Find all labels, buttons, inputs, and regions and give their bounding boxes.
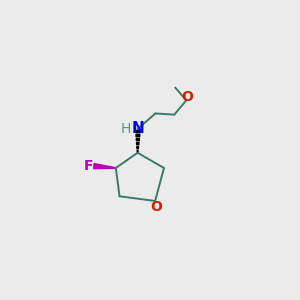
- Polygon shape: [94, 164, 116, 169]
- Polygon shape: [136, 138, 140, 141]
- Polygon shape: [137, 151, 138, 153]
- Text: O: O: [181, 90, 193, 104]
- Text: O: O: [150, 200, 162, 214]
- Text: N: N: [132, 121, 145, 136]
- Text: H: H: [121, 122, 131, 136]
- Text: F: F: [84, 159, 93, 173]
- Polygon shape: [137, 146, 139, 149]
- Polygon shape: [136, 134, 140, 136]
- Polygon shape: [136, 130, 140, 133]
- Polygon shape: [136, 142, 139, 145]
